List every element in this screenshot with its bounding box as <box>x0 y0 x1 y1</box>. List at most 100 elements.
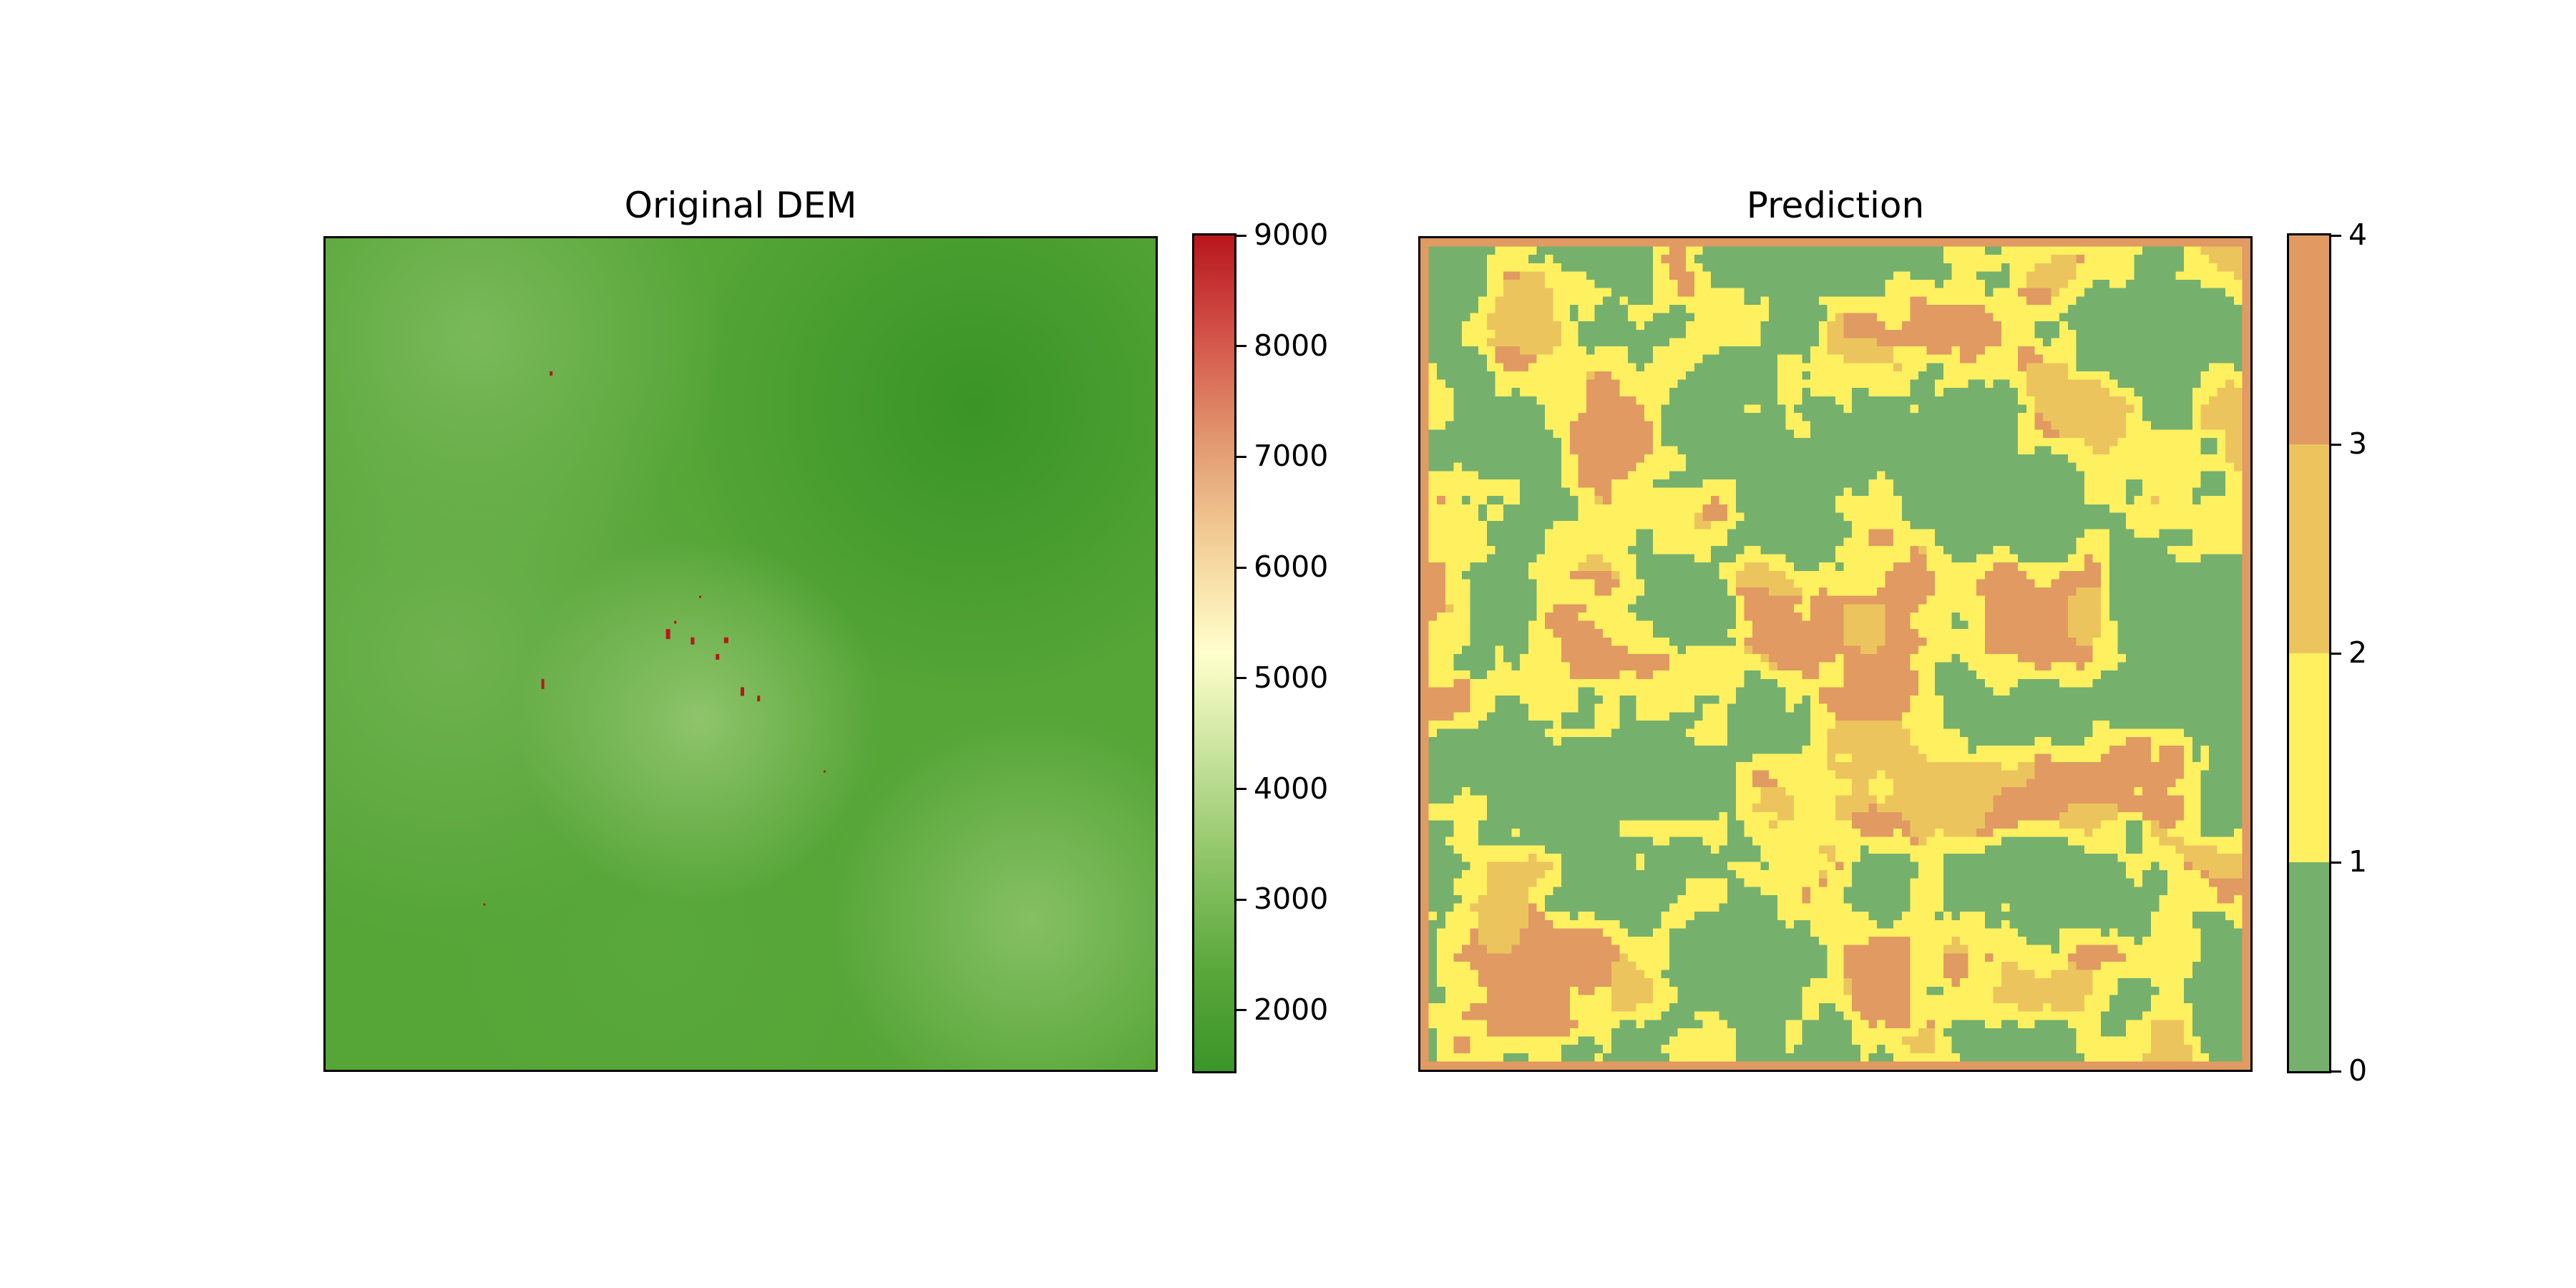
prediction-cell <box>1852 346 1861 355</box>
prediction-cell <box>2200 280 2210 288</box>
prediction-cell <box>1827 346 1836 355</box>
prediction-cell <box>1769 504 1778 513</box>
prediction-cell <box>2051 562 2060 572</box>
prediction-cell <box>1818 413 1828 421</box>
prediction-cell <box>1437 446 1446 455</box>
prediction-cell <box>1677 545 1687 555</box>
prediction-cell <box>1960 288 1968 297</box>
prediction-cell <box>1453 612 1463 621</box>
prediction-cell <box>1926 280 1936 288</box>
prediction-cell <box>1951 521 1961 530</box>
prediction-cell <box>1520 595 1529 605</box>
prediction-cell <box>1603 354 1612 364</box>
prediction-cell <box>1586 363 1595 372</box>
prediction-cell <box>1976 454 1986 463</box>
prediction-cell <box>2242 363 2250 372</box>
prediction-cell <box>1802 595 1811 605</box>
prediction-cell <box>1486 604 1496 613</box>
prediction-cell <box>1735 645 1745 655</box>
prediction-cell <box>2134 570 2143 580</box>
prediction-cell <box>1511 579 1521 588</box>
prediction-cell <box>1462 554 1470 563</box>
prediction-cell <box>1669 429 1678 439</box>
prediction-cell <box>1868 504 1878 513</box>
prediction-cell <box>1877 471 1885 480</box>
prediction-cell <box>1453 280 1463 288</box>
prediction-cell <box>1578 595 1587 605</box>
prediction-cell <box>1553 388 1562 397</box>
prediction-cell <box>2076 288 2085 297</box>
prediction-cell <box>2150 413 2160 421</box>
prediction-cell <box>1777 313 1786 322</box>
prediction-cell <box>1561 637 1571 646</box>
prediction-cell <box>1611 637 1620 646</box>
prediction-cell <box>1835 587 1844 596</box>
prediction-cell <box>2051 280 2060 288</box>
prediction-cell <box>2134 238 2143 247</box>
prediction-cell <box>2242 388 2250 397</box>
prediction-cell <box>2059 238 2069 247</box>
prediction-cell <box>2109 620 2118 630</box>
prediction-cell <box>1478 437 1488 447</box>
prediction-cell <box>1785 388 1795 397</box>
prediction-cell <box>1777 338 1786 347</box>
prediction-cell <box>2109 512 2118 522</box>
prediction-cell <box>1661 496 1670 505</box>
prediction-cell <box>1661 562 1670 572</box>
prediction-cell <box>1686 462 1695 472</box>
prediction-cell <box>1661 321 1670 331</box>
prediction-cell <box>1669 388 1678 397</box>
prediction-cell <box>1901 454 1911 463</box>
prediction-cell <box>1486 579 1496 588</box>
prediction-cell <box>1486 354 1496 364</box>
prediction-cell <box>1511 288 1521 297</box>
prediction-cell <box>1752 570 1761 580</box>
prediction-cell <box>2092 562 2102 572</box>
prediction-cell <box>2233 321 2243 331</box>
prediction-cell <box>1677 496 1687 505</box>
prediction-cell <box>1428 371 1438 380</box>
prediction-cell <box>1760 388 1770 397</box>
prediction-cell <box>1545 454 1553 463</box>
prediction-cell <box>1893 288 1903 297</box>
prediction-cell <box>1993 413 2002 421</box>
prediction-cell <box>1594 280 1604 288</box>
prediction-cell <box>1711 388 1719 397</box>
prediction-cell <box>1910 570 1919 580</box>
prediction-cell <box>1636 521 1645 530</box>
prediction-cell <box>1752 479 1761 488</box>
prediction-cell <box>1644 396 1654 405</box>
prediction-cell <box>1744 487 1753 497</box>
prediction-cell <box>2109 529 2118 538</box>
prediction-cell <box>1462 421 1470 430</box>
prediction-cell <box>2026 396 2035 405</box>
prediction-cell <box>1727 562 1737 572</box>
prediction-cell <box>2200 587 2210 596</box>
prediction-cell <box>1702 280 1712 288</box>
prediction-cell <box>1719 512 1728 522</box>
prediction-cell <box>1852 329 1861 338</box>
prediction-cell <box>1719 329 1728 338</box>
prediction-cell <box>1818 595 1828 605</box>
prediction-cell <box>1486 321 1496 331</box>
prediction-cell <box>1661 595 1670 605</box>
prediction-cell <box>1528 296 1537 306</box>
prediction-cell <box>2101 346 2110 355</box>
prediction-cell <box>1636 379 1645 389</box>
prediction-cell <box>2076 421 2085 430</box>
prediction-cell <box>1536 637 1546 646</box>
prediction-cell <box>1926 446 1936 455</box>
prediction-cell <box>1777 238 1786 247</box>
prediction-cell <box>1503 280 1512 288</box>
prediction-cell <box>1976 504 1986 513</box>
prediction-cell <box>1976 487 1986 497</box>
prediction-cell <box>1735 296 1745 306</box>
prediction-cell <box>1794 246 1802 255</box>
prediction-cell <box>1470 246 1479 255</box>
prediction-cell <box>2018 413 2027 421</box>
prediction-cell <box>2209 529 2218 538</box>
prediction-cell <box>1810 629 1820 638</box>
prediction-cell <box>1437 537 1446 547</box>
prediction-cell <box>2043 296 2051 306</box>
prediction-cell <box>1885 562 1894 572</box>
